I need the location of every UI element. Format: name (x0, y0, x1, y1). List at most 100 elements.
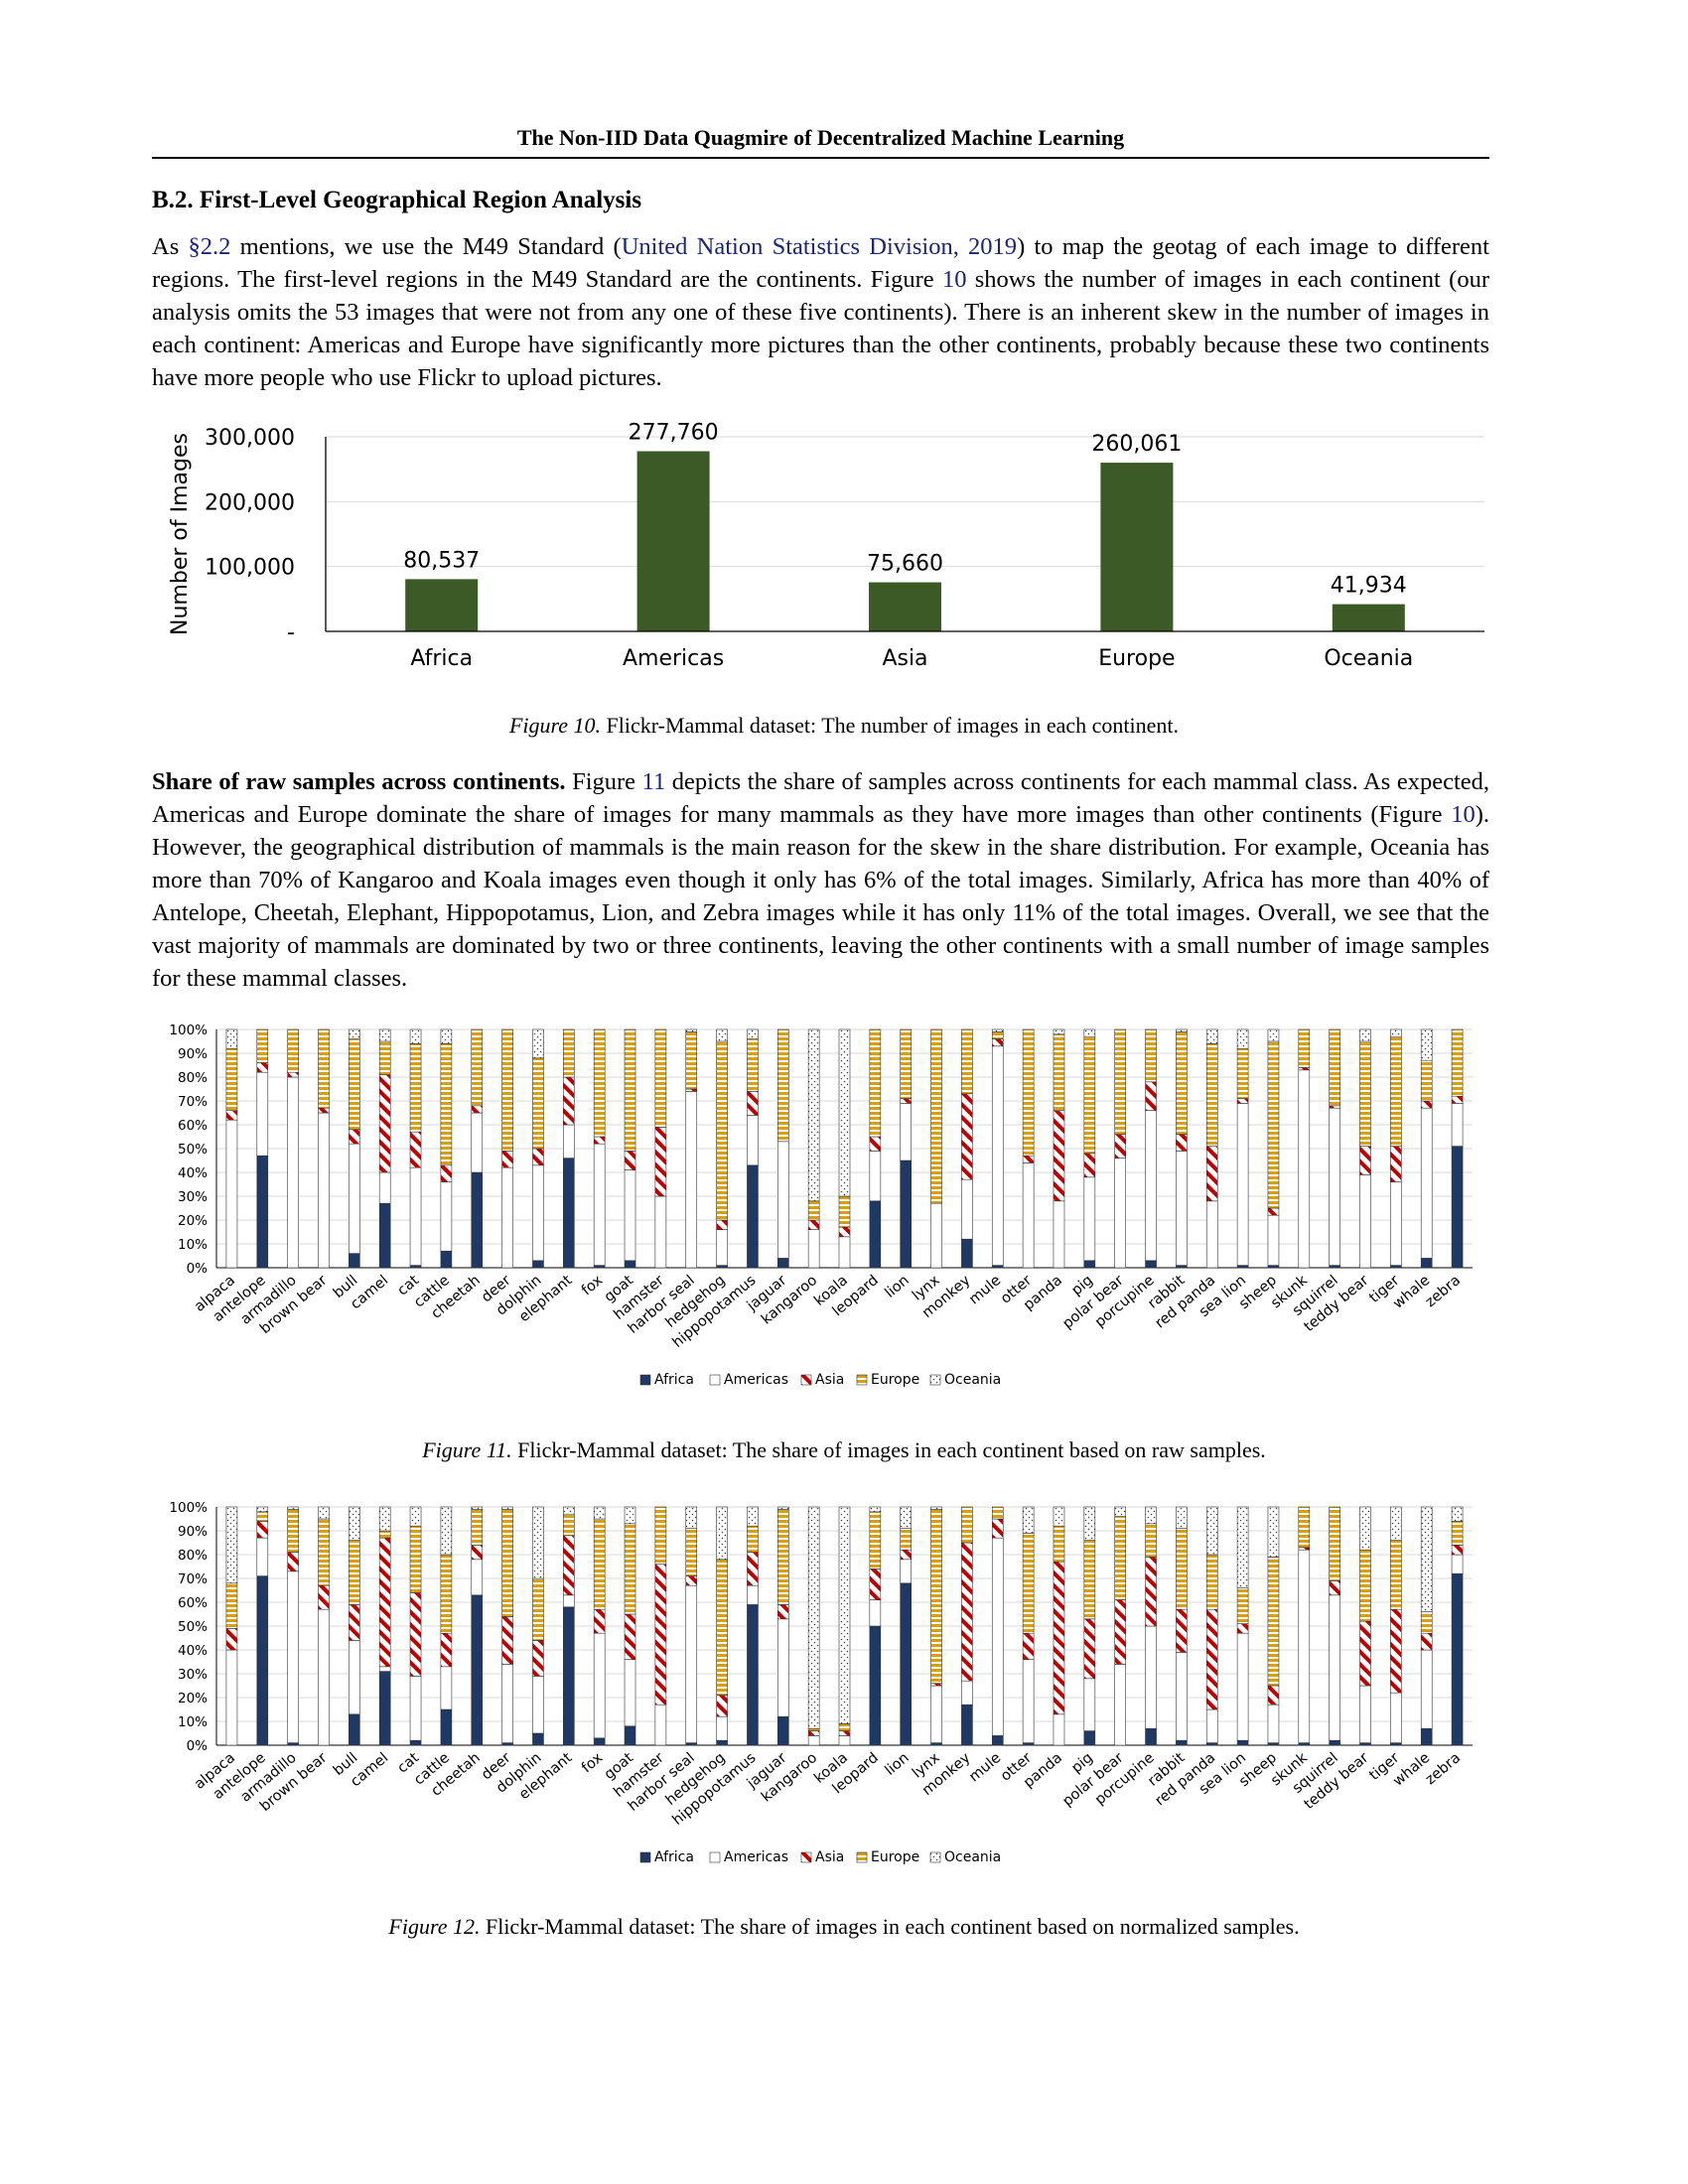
fig12-segment-lion-asia (900, 1549, 913, 1561)
fig11-segment-porcupine-europe (1145, 1028, 1157, 1083)
fig12-segment-panda-oceania (1053, 1506, 1065, 1527)
fig12-segment-sheep-oceania (1267, 1506, 1280, 1558)
fig12-segment-hippopotamus-asia (747, 1552, 759, 1586)
fig12-segment-tiger-asia (1390, 1608, 1402, 1694)
fig11-legend-swatch-asia (800, 1374, 812, 1386)
fig11-segment-mule-africa (991, 1265, 1004, 1269)
fig11-segment-cattle-europe (440, 1043, 453, 1166)
fig12-segment-deer-europe (501, 1509, 513, 1617)
fig11-segment-alpaca-europe (225, 1047, 238, 1111)
fig11-segment-kangaroo-asia (807, 1219, 820, 1230)
fig11-y-tick-label: 40% (178, 1165, 208, 1181)
fig11-segment-fox-asia (593, 1136, 606, 1145)
fig12-segment-cheetah-asia (471, 1545, 484, 1561)
fig12-segment-rabbit-oceania (1176, 1506, 1188, 1529)
fig12-segment-brown-bear-americas (318, 1608, 330, 1746)
fig12-segment-harbor-seal-africa (685, 1742, 698, 1746)
fig11-segment-brown-bear-americas (318, 1112, 330, 1269)
section-ref-link[interactable]: §2.2 (188, 233, 231, 260)
fig11-segment-panda-americas (1053, 1200, 1065, 1269)
fig12-segment-hippopotamus-africa (747, 1604, 759, 1746)
fig11-segment-lion-europe (900, 1028, 913, 1099)
fig12-y-tick-label: 70% (178, 1571, 208, 1587)
figure-10-ref-link-2[interactable]: 10 (1451, 801, 1476, 828)
figure-11-ref-link[interactable]: 11 (641, 768, 666, 795)
fig11-segment-dolphin-asia (532, 1148, 544, 1166)
fig11-segment-bull-oceania (349, 1028, 360, 1039)
fig11-segment-cheetah-europe (471, 1028, 484, 1107)
fig12-segment-red-panda-americas (1205, 1708, 1218, 1743)
fig11-segment-otter-americas (1022, 1162, 1035, 1269)
fig12-segment-armadillo-africa (287, 1742, 299, 1746)
fig11-segment-fox-africa (593, 1265, 606, 1269)
fig11-segment-porcupine-africa (1145, 1260, 1157, 1269)
fig11-segment-lynx-europe (930, 1028, 942, 1204)
fig12-legend-label-africa: Africa (654, 1849, 694, 1865)
citation-link[interactable]: United Nation Statistics Division, 2019 (621, 233, 1018, 260)
fig12-segment-skunk-europe (1298, 1506, 1311, 1549)
fig10-x-tick-label: Americas (623, 646, 724, 671)
fig11-segment-hedgehog-europe (716, 1040, 728, 1221)
fig11-segment-teddy-bear-americas (1359, 1174, 1371, 1269)
fig11-segment-skunk-americas (1298, 1069, 1311, 1269)
fig10-bar-europe (1100, 463, 1174, 631)
fig11-segment-kangaroo-americas (807, 1229, 820, 1269)
fig11-segment-skunk-asia (1298, 1067, 1311, 1071)
fig11-segment-sea-lion-americas (1236, 1103, 1249, 1266)
fig11-segment-squirrel-africa (1329, 1265, 1340, 1269)
fig11-segment-polar-bear-asia (1114, 1134, 1126, 1159)
fig11-segment-porcupine-asia (1145, 1081, 1157, 1111)
fig12-segment-jaguar-americas (776, 1618, 789, 1717)
fig12-segment-koala-oceania (838, 1506, 851, 1724)
fig11-segment-harbor-seal-europe (685, 1031, 698, 1090)
fig11-y-tick-label: 60% (178, 1118, 208, 1134)
fig11-segment-red-panda-asia (1205, 1146, 1218, 1202)
fig12-segment-porcupine-oceania (1145, 1506, 1157, 1525)
fig11-segment-camel-oceania (378, 1028, 391, 1042)
fig12-segment-armadillo-americas (287, 1570, 299, 1743)
fig11-segment-koala-europe (838, 1195, 851, 1228)
fig12-y-tick-label: 40% (178, 1643, 208, 1659)
fig12-segment-pig-africa (1083, 1730, 1096, 1746)
fig11-segment-lion-americas (900, 1103, 913, 1161)
fig11-segment-zebra-asia (1451, 1095, 1464, 1104)
fig12-y-tick-label: 100% (169, 1500, 208, 1516)
fig12-segment-porcupine-europe (1145, 1523, 1157, 1558)
fig11-segment-monkey-americas (961, 1178, 973, 1240)
fig12-segment-koala-asia (838, 1730, 851, 1736)
fig12-segment-otter-europe (1022, 1533, 1035, 1634)
fig12-segment-sheep-asia (1267, 1685, 1280, 1706)
figure-10-ref-link[interactable]: 10 (941, 266, 967, 293)
fig11-segment-lion-africa (900, 1160, 913, 1269)
fig11-segment-cat-africa (409, 1265, 422, 1269)
fig12-segment-sheep-americas (1267, 1704, 1280, 1743)
fig11-y-ticks: 0% 10% 20% 30% 40% 50% 60% 70% 80% 90% 100% (169, 1023, 208, 1277)
fig12-segment-fox-africa (593, 1737, 606, 1746)
paragraph-region-analysis: As §2.2 mentions, we use the M49 Standar… (152, 233, 1489, 391)
fig12-segment-monkey-americas (961, 1680, 973, 1706)
fig12-segment-sea-lion-asia (1236, 1623, 1249, 1634)
fig11-segment-rabbit-africa (1176, 1265, 1188, 1269)
fig12-segment-porcupine-americas (1145, 1625, 1157, 1729)
fig12-segment-pig-europe (1083, 1540, 1096, 1620)
fig11-segment-alpaca-oceania (225, 1028, 238, 1049)
fig12-x-tick-label: zebra (1423, 1750, 1464, 1788)
fig11-segment-koala-asia (838, 1226, 851, 1238)
fig12-segment-koala-europe (838, 1723, 851, 1731)
fig12-segment-monkey-europe (961, 1506, 973, 1544)
fig12-segment-hedgehog-asia (716, 1695, 728, 1717)
fig11-segment-camel-africa (378, 1202, 391, 1269)
fig12-segment-bull-americas (349, 1640, 360, 1715)
fig11-legend-swatch-oceania (929, 1374, 941, 1386)
fig11-segment-teddy-bear-asia (1359, 1146, 1371, 1175)
fig12-segment-jaguar-asia (776, 1604, 789, 1620)
fig11-segment-brown-bear-europe (318, 1028, 330, 1109)
fig11-segment-jaguar-americas (776, 1141, 789, 1259)
fig12-segment-jaguar-europe (776, 1509, 789, 1605)
fig11-bars (225, 1028, 1464, 1269)
fig11-legend-label-europe: Europe (871, 1372, 919, 1388)
fig12-segment-whale-americas (1420, 1649, 1433, 1729)
fig12-segment-cat-africa (409, 1739, 422, 1746)
fig12-segment-teddy-bear-africa (1359, 1742, 1371, 1746)
